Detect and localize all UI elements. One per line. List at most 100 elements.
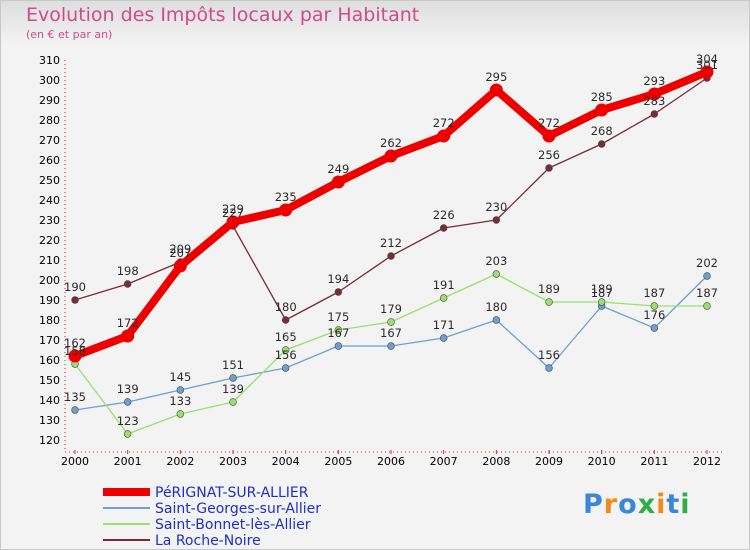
data-point bbox=[489, 83, 503, 97]
data-point bbox=[123, 398, 132, 406]
data-label: 151 bbox=[222, 358, 244, 372]
data-point bbox=[542, 129, 556, 143]
y-tick-label: 230 bbox=[39, 214, 60, 227]
legend-label: PéRIGNAT-SUR-ALLIER bbox=[155, 485, 309, 501]
data-label: 139 bbox=[117, 382, 139, 396]
y-tick-label: 260 bbox=[39, 154, 60, 167]
y-tick-label: 270 bbox=[39, 134, 60, 147]
data-label: 191 bbox=[433, 278, 455, 292]
y-tick-label: 150 bbox=[39, 374, 60, 387]
y-tick-label: 170 bbox=[39, 334, 60, 347]
data-label: 156 bbox=[538, 348, 560, 362]
data-label: 187 bbox=[643, 286, 665, 300]
y-tick-label: 240 bbox=[39, 194, 60, 207]
data-label: 180 bbox=[275, 300, 297, 314]
data-label: 285 bbox=[591, 90, 613, 104]
logo-letter: o bbox=[618, 489, 638, 520]
data-point bbox=[597, 140, 606, 148]
data-point bbox=[229, 398, 237, 406]
data-label: 165 bbox=[275, 330, 297, 344]
data-point bbox=[281, 346, 290, 354]
data-labels: 162 172 207 229 235 249 262 272 295 272 285 293 304 1… bbox=[64, 52, 718, 428]
data-label: 135 bbox=[64, 390, 86, 404]
data-point bbox=[545, 364, 553, 372]
y-tick-label: 130 bbox=[39, 414, 60, 427]
data-label: 256 bbox=[538, 148, 560, 162]
data-label: 123 bbox=[117, 414, 139, 428]
data-label: 272 bbox=[433, 116, 455, 130]
data-label: 176 bbox=[643, 308, 665, 322]
y-tick-label: 160 bbox=[39, 354, 60, 367]
data-label: 180 bbox=[485, 300, 507, 314]
x-tick-label: 2006 bbox=[377, 455, 405, 468]
data-point bbox=[384, 149, 398, 163]
data-label: 262 bbox=[380, 136, 402, 150]
data-point bbox=[71, 296, 79, 304]
data-label: 189 bbox=[538, 282, 560, 296]
data-label: 203 bbox=[485, 254, 507, 268]
data-point bbox=[71, 406, 79, 414]
data-point bbox=[68, 349, 82, 363]
data-point bbox=[226, 215, 240, 229]
data-point bbox=[492, 316, 501, 324]
data-point bbox=[439, 334, 448, 342]
data-point bbox=[545, 298, 553, 306]
x-tick-label: 2007 bbox=[430, 455, 458, 468]
data-label: 162 bbox=[64, 336, 86, 350]
x-tick-label: 2012 bbox=[693, 455, 721, 468]
x-tick-label: 2001 bbox=[114, 455, 142, 468]
chart-title: Evolution des Impôts locaux par Habitant bbox=[26, 4, 420, 26]
data-label: 179 bbox=[380, 302, 402, 316]
x-tick-label: 2005 bbox=[324, 455, 352, 468]
y-tick-label: 250 bbox=[39, 174, 60, 187]
y-tick-label: 180 bbox=[39, 314, 60, 327]
data-label: 145 bbox=[169, 370, 191, 384]
data-label: 198 bbox=[117, 264, 139, 278]
legend-label: Saint-Georges-sur-Allier bbox=[155, 501, 321, 517]
data-point bbox=[492, 270, 501, 278]
data-label: 187 bbox=[591, 286, 613, 300]
data-point bbox=[121, 329, 135, 343]
y-tick-label: 220 bbox=[39, 234, 60, 247]
y-tick-label: 190 bbox=[39, 294, 60, 307]
legend-label: La Roche-Noire bbox=[155, 533, 261, 549]
data-label: 283 bbox=[643, 94, 665, 108]
data-label: 235 bbox=[275, 190, 297, 204]
data-point bbox=[387, 252, 395, 260]
data-point bbox=[545, 164, 553, 172]
x-tick-label: 2009 bbox=[535, 455, 563, 468]
chart-subtitle: (en € et par an) bbox=[26, 28, 113, 41]
data-point bbox=[650, 324, 659, 332]
data-point bbox=[176, 410, 185, 418]
y-tick-label: 210 bbox=[39, 254, 60, 267]
data-label: 249 bbox=[327, 162, 349, 176]
data-label: 175 bbox=[327, 310, 349, 324]
data-label: 139 bbox=[222, 382, 244, 396]
data-label: 167 bbox=[327, 326, 349, 340]
data-label: 295 bbox=[485, 70, 507, 84]
data-label: 158 bbox=[64, 344, 86, 358]
data-label: 293 bbox=[643, 74, 665, 88]
data-point bbox=[387, 342, 395, 350]
data-point bbox=[647, 87, 661, 101]
data-label: 194 bbox=[327, 272, 349, 286]
data-point bbox=[703, 272, 711, 280]
logo-letter: i bbox=[680, 489, 691, 520]
y-tick-label: 310 bbox=[39, 54, 60, 67]
x-tick-label: 2010 bbox=[588, 455, 616, 468]
data-point bbox=[334, 326, 343, 334]
data-point bbox=[279, 203, 293, 217]
data-label: 226 bbox=[433, 208, 455, 222]
data-label: 156 bbox=[275, 348, 297, 362]
data-label: 133 bbox=[169, 394, 191, 408]
data-point bbox=[650, 110, 659, 118]
data-point bbox=[281, 316, 290, 324]
data-label: 230 bbox=[485, 200, 507, 214]
x-tick-label: 2011 bbox=[640, 455, 668, 468]
y-tick-label: 280 bbox=[39, 114, 60, 127]
data-point bbox=[173, 259, 187, 273]
data-label: 167 bbox=[380, 326, 402, 340]
data-label: 229 bbox=[222, 202, 244, 216]
